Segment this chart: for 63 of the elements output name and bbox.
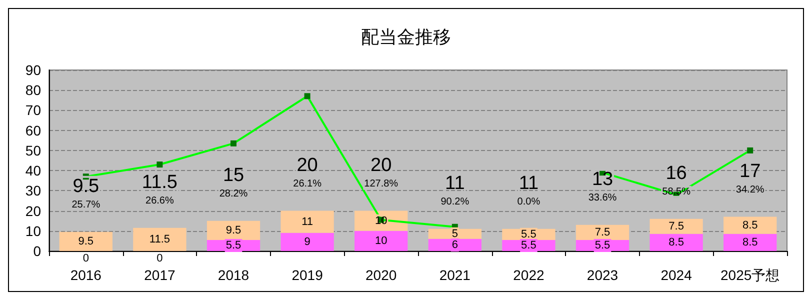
y-tick-label: 60 bbox=[25, 122, 42, 138]
data-label: 9.5 bbox=[226, 224, 242, 236]
data-label: 8.5 bbox=[742, 219, 758, 232]
annotation: 0.0% bbox=[517, 196, 540, 208]
y-tick-label: 50 bbox=[25, 142, 42, 158]
y-tick-label: 70 bbox=[25, 102, 42, 118]
data-label: 5 bbox=[452, 228, 458, 240]
data-label: 5.5 bbox=[226, 239, 242, 252]
total-label: 16 bbox=[666, 162, 687, 184]
annotation: 127.8% bbox=[364, 178, 398, 190]
x-tick-label: 2018 bbox=[218, 267, 250, 283]
total-label: 11.5 bbox=[142, 172, 178, 193]
annotation: 26.6% bbox=[146, 195, 174, 206]
chart-title: 配当金推移 bbox=[361, 27, 451, 47]
annotation: 34.2% bbox=[736, 184, 764, 196]
data-label: 7.5 bbox=[594, 226, 610, 238]
y-tick-label: 80 bbox=[25, 82, 42, 98]
data-label: 7.5 bbox=[668, 220, 684, 232]
data-label: 5.5 bbox=[594, 239, 610, 252]
y-tick-label: 90 bbox=[25, 62, 42, 78]
data-label: 8.5 bbox=[668, 236, 684, 248]
data-label: 11.5 bbox=[149, 233, 170, 246]
total-label: 11 bbox=[445, 172, 465, 194]
annotation: 28.2% bbox=[219, 188, 248, 200]
annotation: 90.2% bbox=[440, 196, 470, 208]
bar bbox=[354, 230, 408, 251]
data-label: 10 bbox=[374, 234, 388, 247]
data-label: 9.5 bbox=[78, 235, 94, 248]
y-tick-label: 0 bbox=[33, 243, 42, 259]
total-label: 11 bbox=[518, 172, 539, 194]
x-tick-label: 2019 bbox=[292, 267, 324, 283]
data-label: 10 bbox=[374, 214, 388, 227]
x-tick-label: 2025予想 bbox=[720, 267, 780, 283]
data-label: 5.5 bbox=[521, 228, 536, 240]
data-label: 8.5 bbox=[742, 236, 758, 248]
x-tick-label: 2022 bbox=[513, 267, 544, 283]
x-tick-label: 2016 bbox=[70, 267, 102, 283]
x-tick-label: 2021 bbox=[439, 267, 471, 283]
data-label: 11 bbox=[302, 216, 314, 228]
x-tick-label: 2017 bbox=[144, 267, 176, 283]
total-label: 9.5 bbox=[72, 176, 100, 197]
total-label: 17 bbox=[740, 160, 761, 182]
bar bbox=[280, 232, 334, 251]
data-label: 0 bbox=[82, 252, 89, 264]
x-tick-label: 2024 bbox=[660, 267, 692, 283]
total-label: 20 bbox=[370, 154, 392, 176]
y-tick-label: 30 bbox=[25, 182, 42, 199]
data-label: 0 bbox=[156, 252, 163, 264]
total-label: 15 bbox=[222, 164, 244, 186]
annotation: 33.6% bbox=[588, 192, 617, 204]
annotation: 26.1% bbox=[293, 178, 322, 190]
total-label: 20 bbox=[296, 154, 318, 176]
annotation: 25.7% bbox=[72, 199, 100, 210]
x-tick-label: 2023 bbox=[586, 267, 618, 283]
data-label: 9 bbox=[304, 236, 310, 248]
data-label: 5.5 bbox=[521, 239, 536, 252]
y-tick-label: 10 bbox=[25, 222, 42, 239]
x-tick-label: 2020 bbox=[366, 267, 397, 283]
total-label: 13 bbox=[592, 168, 614, 190]
y-tick-label: 20 bbox=[25, 202, 42, 219]
y-tick-label: 40 bbox=[25, 162, 42, 179]
bar bbox=[280, 210, 334, 233]
data-label: 6 bbox=[452, 238, 458, 251]
